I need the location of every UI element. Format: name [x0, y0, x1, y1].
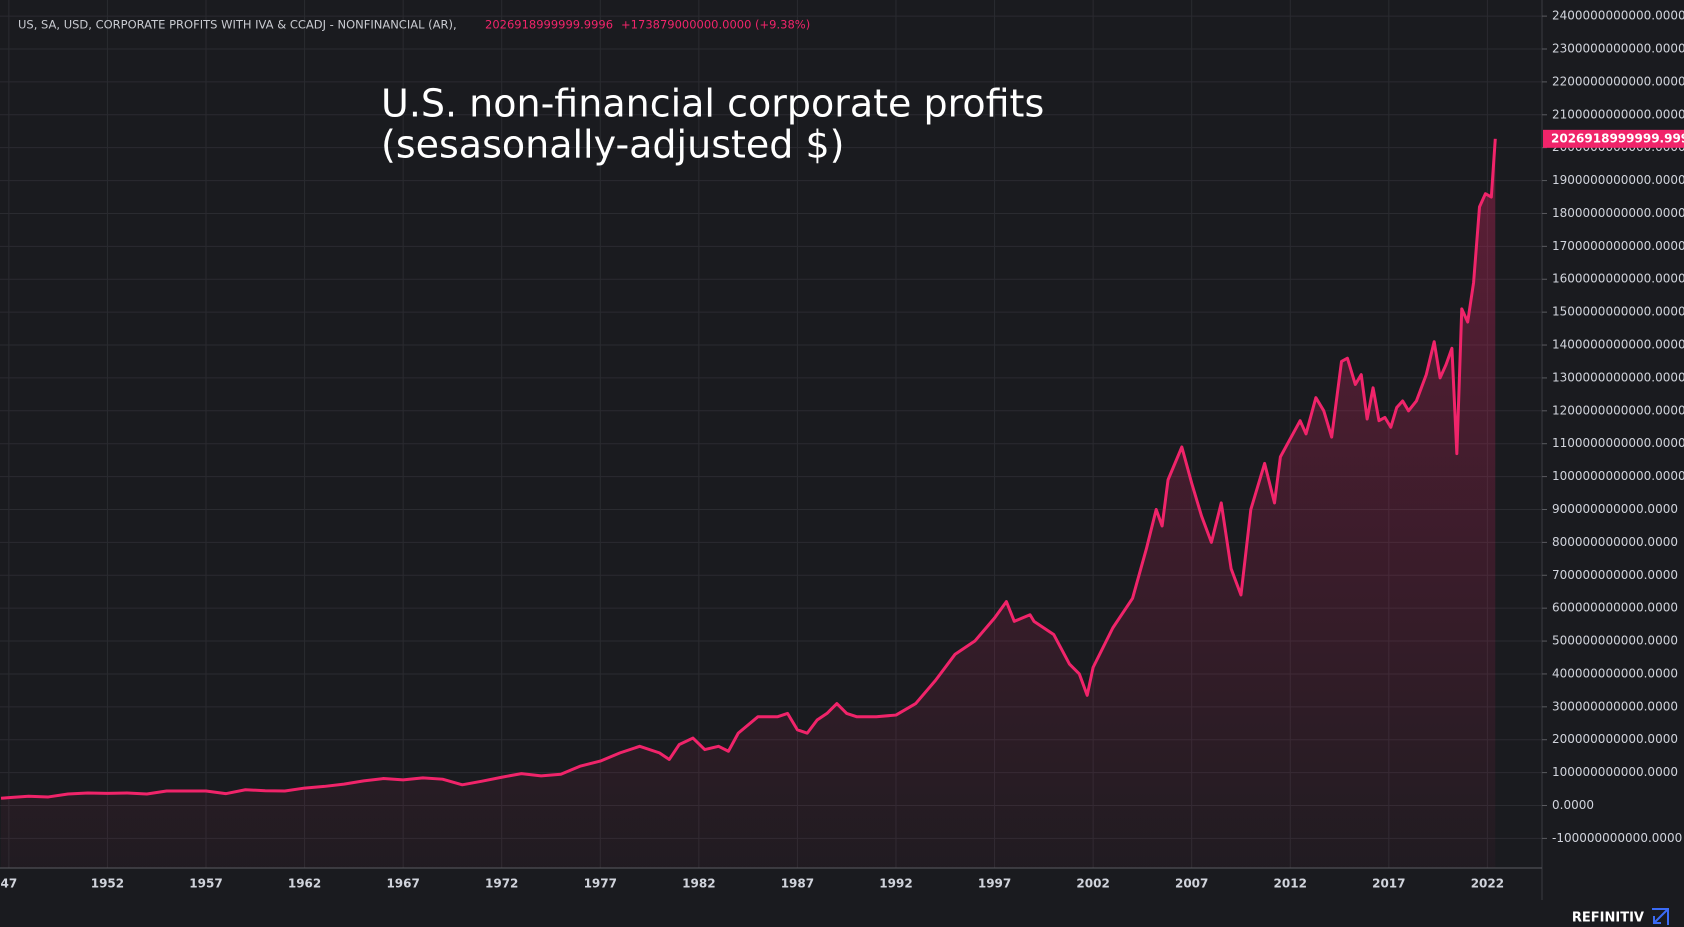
- y-tick-label: 300000000000.0000: [1552, 699, 1678, 713]
- y-tick-label: 900000000000.0000: [1552, 502, 1678, 516]
- line: [0, 138, 1497, 800]
- x-tick-label: 2012: [1274, 877, 1307, 891]
- plot: [0, 138, 1497, 868]
- y-tick-label: 800000000000.0000: [1552, 535, 1678, 549]
- y-tick-label: 400000000000.0000: [1552, 666, 1678, 680]
- x-tick-label: 1967: [386, 877, 419, 891]
- labels: -100000000000.0000 0.0000 100000000000.000…: [1, 9, 1684, 891]
- last-value-badge: [1543, 129, 1684, 148]
- annotation-line: U.S. non-financial corporate profits: [381, 82, 1044, 126]
- x-tick-label: 1972: [485, 877, 518, 891]
- x-tick-label: 1982: [682, 877, 715, 891]
- last-value-label: 2026918999999.9996: [1551, 131, 1684, 145]
- area-fill: [0, 138, 1496, 868]
- y-tick-label: 1500000000000.0000: [1552, 305, 1684, 319]
- brand-logo: [1652, 908, 1669, 925]
- y-tick-label: 1800000000000.0000: [1552, 206, 1684, 220]
- series-label: US, SA, USD, CORPORATE PROFITS WITH IVA …: [18, 18, 457, 32]
- y-tick-label: 2400000000000.0000: [1552, 9, 1684, 23]
- y-tick-label: 1200000000000.0000: [1552, 403, 1684, 417]
- x-tick-label: 1997: [978, 877, 1011, 891]
- y-tick-label: 200000000000.0000: [1552, 732, 1678, 746]
- annotation-line: (sesasonally-adjusted $): [381, 123, 844, 167]
- header-value: 2026918999999.9996: [485, 18, 613, 32]
- y-tick-label: 600000000000.0000: [1552, 601, 1678, 615]
- y-tick-label: 1600000000000.0000: [1552, 272, 1684, 286]
- x-tick-label: 2002: [1076, 877, 1109, 891]
- y-tick-label: 700000000000.0000: [1552, 568, 1678, 582]
- y-tick-label: 1100000000000.0000: [1552, 436, 1684, 450]
- y-tick-label: 100000000000.0000: [1552, 765, 1678, 779]
- x-tick-label: 1992: [879, 877, 912, 891]
- x-tick-label: 1977: [584, 877, 617, 891]
- y-tick-label: 1400000000000.0000: [1552, 338, 1684, 352]
- y-tick-label: 2200000000000.0000: [1552, 74, 1684, 88]
- y-tick-label: 0.0000: [1552, 798, 1594, 812]
- y-tick-label: 1300000000000.0000: [1552, 370, 1684, 384]
- x-tick-label: 1952: [91, 877, 124, 891]
- y-tick-label: 500000000000.0000: [1552, 634, 1678, 648]
- x-tick-label: 47: [1, 877, 18, 891]
- x-tick-label: 1957: [189, 877, 222, 891]
- y-tick-label: 1700000000000.0000: [1552, 239, 1684, 253]
- y-tick-label: 2300000000000.0000: [1552, 42, 1684, 56]
- footer: [0, 900, 1684, 927]
- y-tick-label: 1900000000000.0000: [1552, 173, 1684, 187]
- y-tick-label: -100000000000.0000: [1552, 831, 1682, 845]
- x-tick-label: 1987: [781, 877, 814, 891]
- x-tick-label: 2022: [1471, 877, 1504, 891]
- x-tick-label: 1962: [288, 877, 321, 891]
- y-tick-label: 2100000000000.0000: [1552, 107, 1684, 121]
- header-change: +173879000000.0000 (+9.38%): [621, 18, 810, 32]
- x-tick-label: 2017: [1372, 877, 1405, 891]
- brand: REFINITIV: [1572, 911, 1644, 926]
- y-tick-label: 1000000000000.0000: [1552, 469, 1684, 483]
- x-tick-label: 2007: [1175, 877, 1208, 891]
